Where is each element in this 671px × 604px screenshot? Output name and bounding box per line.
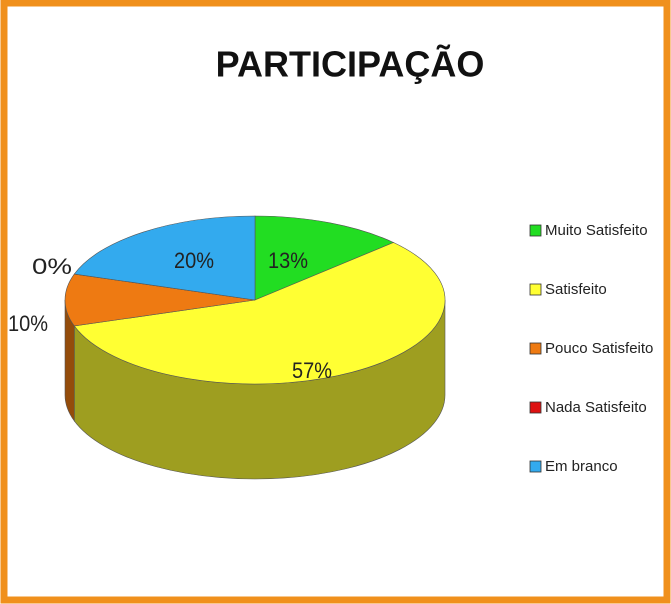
slice xyxy=(73,215,256,301)
legend-label: Em branco xyxy=(545,458,618,475)
slice xyxy=(73,242,446,385)
data-label: 10% xyxy=(8,311,48,336)
legend-swatch xyxy=(529,460,542,473)
slice xyxy=(64,273,256,327)
slice xyxy=(254,215,395,301)
data-label: 57% xyxy=(292,358,332,383)
legend-swatch xyxy=(529,283,542,296)
legend-label: Satisfeito xyxy=(545,281,607,298)
legend-label: Nada Satisfeito xyxy=(545,399,647,416)
data-label: 0% xyxy=(32,254,72,279)
chart-title: PARTICIPAÇÃO xyxy=(216,43,485,85)
data-label: 13% xyxy=(268,248,308,273)
legend-label: Pouco Satisfeito xyxy=(545,340,653,357)
legend-swatch xyxy=(529,342,542,355)
data-label: 20% xyxy=(174,248,214,273)
legend-swatch xyxy=(529,401,542,414)
legend-swatch xyxy=(529,224,542,237)
legend-label: Muito Satisfeito xyxy=(545,222,648,239)
